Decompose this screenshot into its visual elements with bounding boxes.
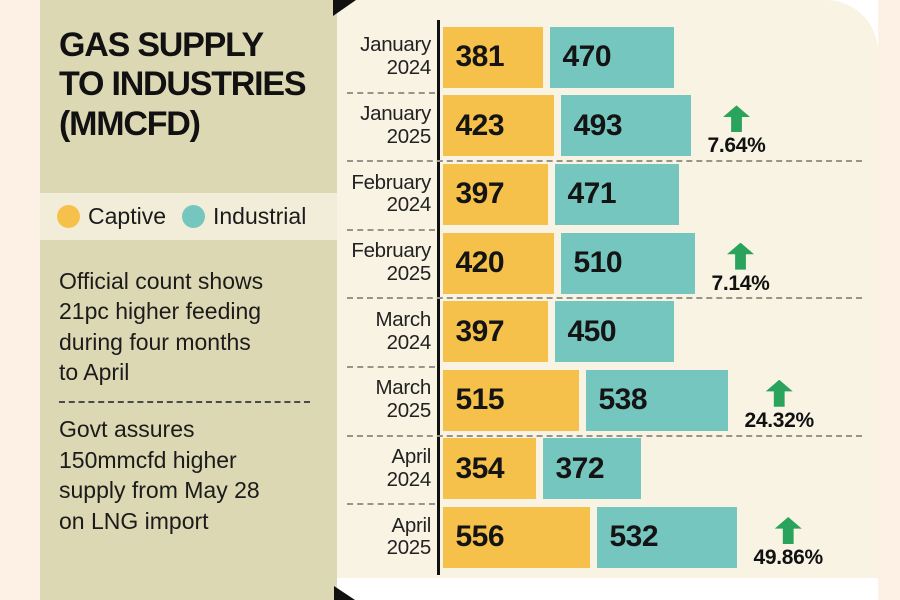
yoy-change-value: 24.32% [744, 408, 815, 432]
row-label-year: 2025 [386, 262, 432, 286]
yoy-change: 49.86% [753, 516, 824, 570]
row-bars: 515 538 [442, 369, 728, 431]
legend-item-industrial: Industrial [181, 203, 307, 230]
row-label-month: March [375, 376, 432, 400]
captive-bar: 420 [442, 232, 554, 294]
legend-label-captive: Captive [88, 203, 166, 229]
left-edge-strip [0, 0, 40, 600]
info-panel: GAS SUPPLY TO INDUSTRIES (MMCFD) Captive… [40, 0, 337, 600]
row-label-month: March [375, 307, 432, 331]
industrial-bar: 450 [554, 301, 674, 363]
industrial-color-dot [181, 205, 205, 228]
captive-bar: 354 [442, 438, 536, 500]
legend-item-captive: Captive [57, 203, 166, 230]
pair-separator [347, 366, 435, 368]
yoy-change-value: 7.64% [707, 134, 766, 158]
yoy-change: 24.32% [744, 379, 815, 433]
industrial-bar: 510 [560, 232, 695, 294]
row-label: April 2025 [345, 513, 440, 561]
captive-bar: 556 [442, 506, 590, 568]
row-bars: 397 471 [442, 163, 679, 225]
note-official-count: Official count shows 21pc higher feeding… [59, 268, 264, 386]
row-label-year: 2024 [386, 330, 432, 354]
chart-row: February 2024 397 471 [345, 160, 878, 229]
industrial-bar: 470 [549, 26, 674, 88]
row-label: March 2024 [345, 307, 440, 355]
chart-row: January 2024 381 470 [345, 23, 878, 92]
row-label-year: 2024 [386, 467, 432, 491]
row-label-month: January [360, 101, 431, 125]
industrial-bar: 471 [554, 163, 679, 225]
industrial-bar: 372 [542, 438, 641, 500]
yoy-change-value: 49.86% [753, 545, 824, 569]
chart-row: March 2025 515 538 24.32% [345, 366, 878, 435]
captive-bar: 397 [442, 301, 548, 363]
right-edge-strip [878, 0, 900, 600]
up-arrow-icon [723, 105, 751, 133]
up-arrow-icon [727, 242, 755, 270]
legend-label-industrial: Industrial [212, 203, 307, 229]
industrial-bar: 532 [596, 506, 737, 568]
captive-bar: 397 [442, 163, 548, 225]
up-arrow-icon [765, 379, 793, 407]
row-bars: 420 510 [442, 232, 695, 294]
row-label: January 2025 [345, 101, 440, 149]
yoy-change-value: 7.14% [711, 271, 770, 295]
month-separator [347, 434, 862, 437]
captive-bar: 423 [442, 95, 554, 157]
row-bars: 397 450 [442, 301, 674, 363]
chart-row: February 2025 420 510 7.14% [345, 229, 878, 298]
row-bars: 423 493 [442, 95, 691, 157]
title-block: GAS SUPPLY TO INDUSTRIES (MMCFD) [40, 0, 337, 193]
row-label-year: 2025 [386, 399, 432, 423]
yoy-change: 7.64% [708, 105, 766, 158]
notes-divider [59, 401, 310, 404]
corner-fold-bottom-icon [334, 586, 355, 600]
pair-separator [347, 91, 435, 94]
row-label-month: February [351, 239, 431, 263]
chart-row: March 2024 397 450 [345, 297, 878, 366]
month-separator [347, 297, 862, 300]
notes-block: Official count shows 21pc higher feeding… [40, 240, 337, 600]
chart-row: April 2025 556 532 49.86% [345, 503, 878, 572]
row-label: January 2024 [345, 33, 440, 80]
month-separator [347, 160, 862, 163]
captive-color-dot [57, 205, 80, 228]
row-bars: 381 470 [442, 26, 674, 88]
row-label: March 2025 [345, 376, 440, 423]
captive-bar: 381 [442, 26, 543, 88]
row-label-month: April [391, 513, 431, 537]
industrial-bar: 493 [560, 95, 691, 157]
row-label-year: 2025 [386, 536, 432, 560]
captive-bar: 515 [442, 369, 579, 431]
row-label-month: February [351, 170, 431, 194]
chart-row: April 2024 354 372 [345, 435, 878, 504]
chart-rows: January 2024 381 470 January 2025 423 493 7.64% F… [345, 23, 878, 572]
legend: Captive Industrial [40, 193, 337, 240]
pair-separator [347, 503, 435, 506]
note-govt-assures: Govt assures 150mmcfd higher supply from… [59, 416, 260, 534]
pair-separator [347, 228, 435, 231]
row-label: February 2025 [345, 239, 440, 286]
page-title: GAS SUPPLY TO INDUSTRIES (MMCFD) [59, 26, 307, 143]
row-label-month: April [391, 444, 431, 468]
row-label: April 2024 [345, 444, 440, 492]
row-label-month: January [360, 33, 431, 57]
row-label-year: 2024 [386, 56, 432, 80]
row-bars: 556 532 [442, 506, 737, 568]
row-bars: 354 372 [442, 438, 641, 500]
chart-row: January 2025 423 493 7.64% [345, 92, 878, 161]
industrial-bar: 538 [585, 369, 728, 431]
yoy-change: 7.14% [711, 242, 770, 296]
row-label-year: 2025 [386, 124, 432, 148]
up-arrow-icon [774, 516, 802, 544]
row-label: February 2024 [345, 170, 440, 218]
row-label-year: 2024 [386, 193, 432, 217]
